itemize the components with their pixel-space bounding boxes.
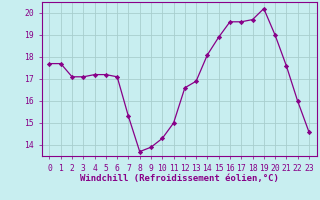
X-axis label: Windchill (Refroidissement éolien,°C): Windchill (Refroidissement éolien,°C) bbox=[80, 174, 279, 183]
